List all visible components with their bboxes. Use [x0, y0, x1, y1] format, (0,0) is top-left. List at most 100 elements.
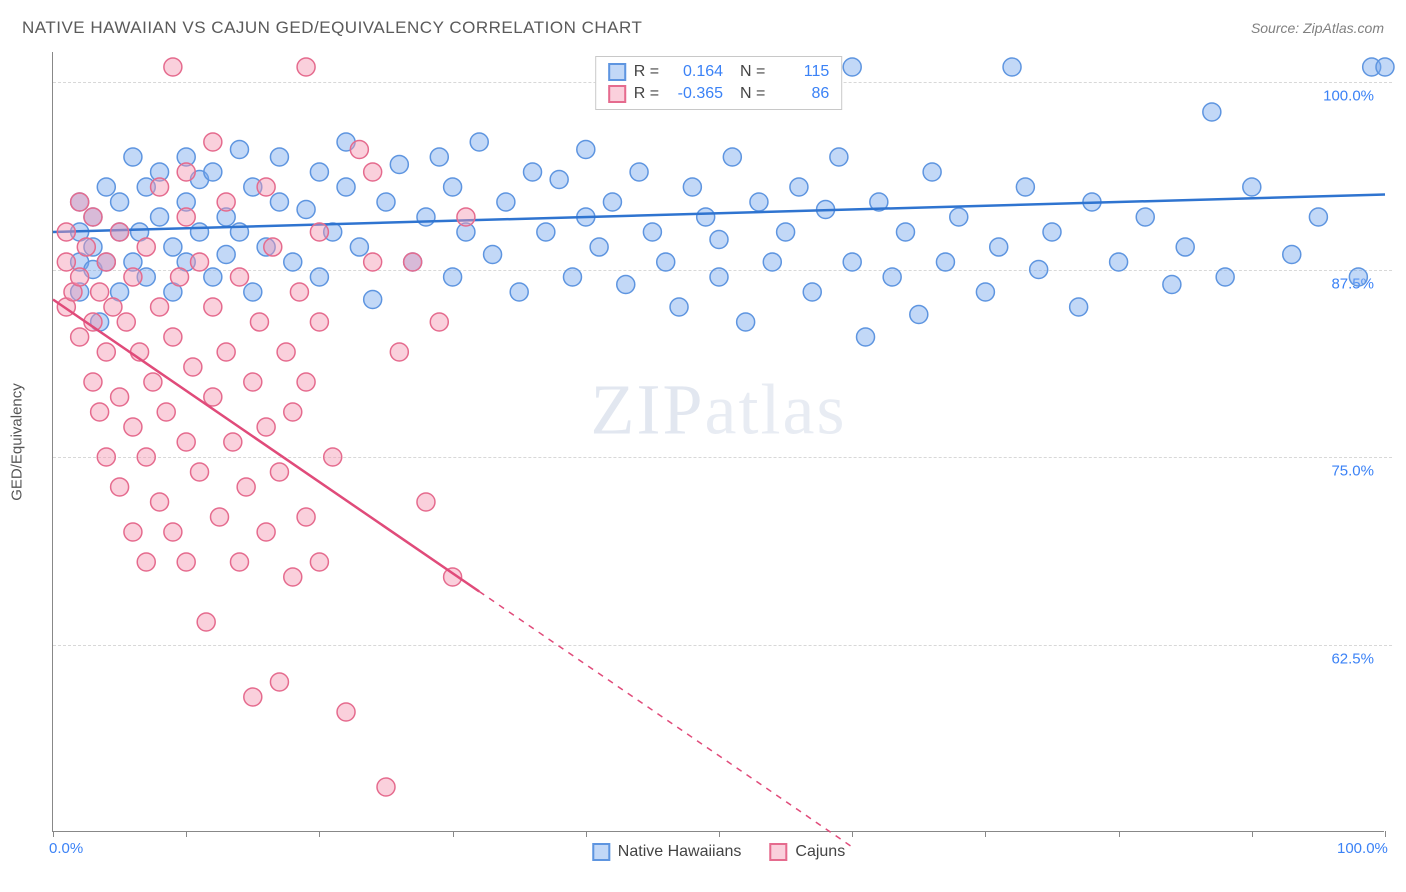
scatter-point	[364, 163, 382, 181]
legend-item-native-hawaiians: Native Hawaiians	[592, 843, 742, 861]
scatter-point	[104, 298, 122, 316]
legend-n-label: N =	[731, 63, 765, 81]
x-tick	[719, 831, 720, 837]
scatter-point	[71, 268, 89, 286]
scatter-point	[230, 141, 248, 159]
scatter-point	[1176, 238, 1194, 256]
scatter-point	[643, 223, 661, 241]
scatter-point	[563, 268, 581, 286]
scatter-point	[297, 58, 315, 76]
scatter-point	[657, 253, 675, 271]
scatter-point	[590, 238, 608, 256]
scatter-point	[250, 313, 268, 331]
scatter-point	[270, 463, 288, 481]
scatter-point	[310, 313, 328, 331]
scatter-point	[790, 178, 808, 196]
scatter-point	[896, 223, 914, 241]
scatter-point	[57, 223, 75, 241]
scatter-point	[224, 433, 242, 451]
scatter-point	[1110, 253, 1128, 271]
scatter-point	[737, 313, 755, 331]
x-tick-label: 100.0%	[1337, 840, 1388, 857]
chart-plot-area: GED/Equivalency ZIPatlas 62.5%75.0%87.5%…	[52, 52, 1384, 832]
scatter-point	[124, 523, 142, 541]
scatter-point	[277, 343, 295, 361]
scatter-point	[950, 208, 968, 226]
scatter-point	[524, 163, 542, 181]
scatter-point	[177, 433, 195, 451]
scatter-point	[990, 238, 1008, 256]
scatter-point	[1043, 223, 1061, 241]
scatter-point	[157, 403, 175, 421]
scatter-point	[244, 688, 262, 706]
legend-r-value: -0.365	[667, 85, 723, 103]
legend-label: Native Hawaiians	[618, 843, 742, 861]
scatter-point	[264, 238, 282, 256]
scatter-point	[777, 223, 795, 241]
scatter-point	[137, 448, 155, 466]
scatter-point	[97, 448, 115, 466]
scatter-point	[843, 58, 861, 76]
x-tick	[1385, 831, 1386, 837]
legend-n-value: 86	[773, 85, 829, 103]
scatter-point	[976, 283, 994, 301]
scatter-point	[830, 148, 848, 166]
scatter-point	[1349, 268, 1367, 286]
scatter-point	[923, 163, 941, 181]
scatter-point	[111, 223, 129, 241]
source-attribution: Source: ZipAtlas.com	[1251, 20, 1384, 36]
scatter-point	[57, 253, 75, 271]
scatter-point	[444, 268, 462, 286]
scatter-point	[497, 193, 515, 211]
scatter-point	[910, 306, 928, 324]
scatter-point	[270, 193, 288, 211]
x-tick	[586, 831, 587, 837]
scatter-point	[257, 523, 275, 541]
scatter-point	[171, 268, 189, 286]
scatter-point	[164, 523, 182, 541]
scatter-point	[310, 553, 328, 571]
series-legend: Native Hawaiians Cajuns	[592, 843, 845, 861]
scatter-point	[1283, 246, 1301, 264]
scatter-point	[1309, 208, 1327, 226]
scatter-point	[97, 343, 115, 361]
scatter-point	[197, 613, 215, 631]
scatter-point	[883, 268, 901, 286]
scatter-point	[1216, 268, 1234, 286]
scatter-point	[417, 493, 435, 511]
scatter-point	[297, 508, 315, 526]
scatter-point	[297, 373, 315, 391]
scatter-point	[936, 253, 954, 271]
x-tick	[1252, 831, 1253, 837]
scatter-point	[257, 418, 275, 436]
scatter-point	[191, 463, 209, 481]
scatter-point	[144, 373, 162, 391]
legend-r-label: R =	[634, 85, 659, 103]
scatter-point	[71, 193, 89, 211]
scatter-point	[803, 283, 821, 301]
x-tick	[319, 831, 320, 837]
scatter-point	[697, 208, 715, 226]
legend-swatch-icon	[608, 63, 626, 81]
scatter-point	[537, 223, 555, 241]
scatter-point	[151, 298, 169, 316]
legend-swatch-icon	[592, 843, 610, 861]
scatter-point	[111, 478, 129, 496]
scatter-point	[97, 253, 115, 271]
scatter-point	[617, 276, 635, 294]
scatter-point	[377, 193, 395, 211]
legend-swatch-icon	[608, 85, 626, 103]
scatter-point	[71, 328, 89, 346]
scatter-point	[1070, 298, 1088, 316]
scatter-point	[484, 246, 502, 264]
trend-line-dashed	[479, 592, 852, 848]
scatter-point	[417, 208, 435, 226]
legend-r-value: 0.164	[667, 63, 723, 81]
scatter-point	[1243, 178, 1261, 196]
scatter-point	[510, 283, 528, 301]
scatter-point	[290, 283, 308, 301]
scatter-point	[350, 141, 368, 159]
scatter-point	[204, 163, 222, 181]
legend-r-label: R =	[634, 63, 659, 81]
scatter-point	[151, 208, 169, 226]
